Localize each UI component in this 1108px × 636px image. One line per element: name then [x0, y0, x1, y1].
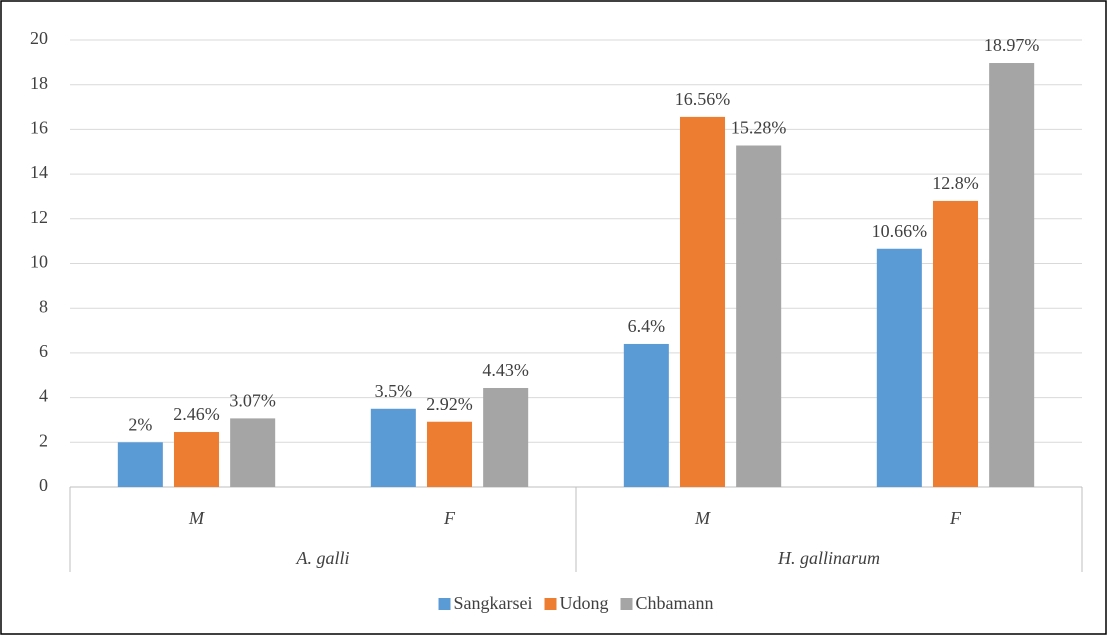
x-tick-label: F — [949, 508, 962, 528]
data-label: 12.8% — [932, 173, 979, 193]
bar — [989, 63, 1035, 487]
legend-label: Sangkarsei — [454, 593, 533, 613]
y-tick-label: 6 — [39, 341, 48, 361]
bar — [932, 200, 979, 488]
bar — [117, 442, 163, 487]
data-label: 18.97% — [984, 35, 1040, 55]
data-label: 4.43% — [482, 360, 529, 380]
bar — [876, 248, 922, 487]
legend-swatch — [620, 598, 633, 610]
bar — [623, 343, 669, 487]
x-tick-label: M — [694, 508, 711, 528]
x-tick-label: F — [443, 508, 456, 528]
data-label: 3.07% — [229, 391, 276, 411]
legend-swatch — [438, 598, 451, 610]
data-label: 15.28% — [731, 118, 787, 138]
legend: Sangkarsei Udong Chbamann — [438, 593, 713, 613]
y-tick-label: 0 — [39, 475, 48, 495]
y-tick-label: 20 — [30, 28, 48, 48]
bar — [483, 387, 529, 487]
legend-item: Sangkarsei — [438, 593, 533, 613]
x-tick-label: M — [188, 508, 205, 528]
y-tick-label: 8 — [39, 296, 48, 316]
data-label: 2.46% — [173, 404, 220, 424]
data-label: 10.66% — [872, 221, 928, 241]
legend-label: Udong — [559, 593, 608, 613]
bar — [736, 145, 782, 487]
data-label: 2.92% — [426, 394, 473, 414]
y-tick-label: 2 — [39, 430, 48, 450]
legend-swatch — [544, 598, 557, 610]
bar — [426, 421, 473, 487]
group-label: A. galli — [296, 548, 350, 568]
bar — [173, 432, 220, 487]
bar — [230, 418, 276, 487]
data-label: 3.5% — [375, 381, 413, 401]
y-tick-label: 16 — [30, 118, 48, 138]
y-tick-label: 10 — [30, 252, 48, 272]
bar — [370, 408, 416, 487]
legend-item: Udong — [544, 593, 608, 613]
data-label: 6.4% — [628, 316, 666, 336]
y-tick-label: 12 — [30, 207, 48, 227]
legend-label: Chbamann — [635, 593, 713, 613]
data-label: 16.56% — [675, 89, 731, 109]
y-tick-label: 4 — [39, 386, 48, 406]
data-label: 2% — [128, 414, 152, 434]
y-tick-label: 18 — [30, 73, 48, 93]
bar — [679, 116, 726, 487]
legend-item: Chbamann — [620, 593, 713, 613]
group-label: H. gallinarum — [777, 548, 880, 568]
y-tick-label: 14 — [30, 162, 48, 182]
